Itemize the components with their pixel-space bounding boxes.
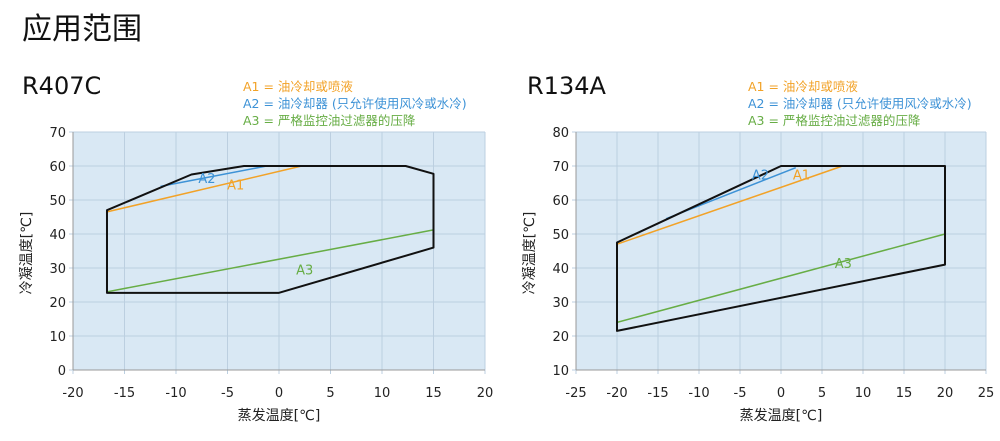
x-tick-label: 10 — [855, 386, 872, 401]
legend-entry-a1: A1 = 油冷却或喷液 — [243, 79, 353, 94]
legend-r134a: A1 = 油冷却或喷液 A2 = 油冷却器 (只允许使用风冷或水冷) A3 = … — [748, 78, 972, 129]
y-tick-label: 10 — [552, 364, 569, 379]
x-tick-label: 20 — [477, 386, 494, 401]
x-tick-label: 25 — [978, 386, 995, 401]
y-tick-label: 50 — [552, 228, 569, 243]
x-tick-label: -15 — [647, 386, 668, 401]
x-tick-label: -5 — [734, 386, 747, 401]
y-tick-label: 20 — [49, 296, 66, 311]
x-tick-label: 0 — [777, 386, 785, 401]
series-label-a3: A3 — [835, 257, 852, 272]
y-tick-label: 30 — [49, 262, 66, 277]
y-tick-label: 70 — [552, 160, 569, 175]
x-tick-label: -15 — [114, 386, 135, 401]
chart-r134a: -25 -20 -15 -10 -5 0 5 10 15 20 25 10 20 30 40 50 60 70 80… — [522, 126, 994, 424]
x-axis-title: 蒸发温度[℃] — [238, 408, 321, 424]
x-tick-label: -20 — [606, 386, 627, 401]
series-label-a1: A1 — [227, 179, 244, 194]
legend-entry-a2: A2 = 油冷却器 (只允许使用风冷或水冷) — [243, 96, 467, 111]
y-tick-label: 50 — [49, 194, 66, 209]
operating-envelope — [105, 165, 435, 294]
x-tick-label: -10 — [688, 386, 709, 401]
legend-entry-a3: A3 = 严格监控油过滤器的压降 — [748, 113, 921, 128]
y-tick-label: 70 — [49, 126, 66, 141]
x-tick-label: 10 — [374, 386, 391, 401]
y-tick-label: 30 — [552, 296, 569, 311]
chart-title-r407c: R407C — [22, 72, 102, 100]
series-line-a1 — [106, 165, 302, 213]
x-axis-title: 蒸发温度[℃] — [740, 408, 823, 424]
page-title: 应用范围 — [22, 12, 142, 47]
series-label-a2: A2 — [198, 172, 215, 187]
y-tick-label: 0 — [58, 364, 66, 379]
y-axis-title: 冷凝温度[℃] — [522, 212, 538, 295]
y-tick-label: 20 — [552, 330, 569, 345]
chart-title-r134a: R134A — [527, 72, 606, 100]
y-tick-label: 60 — [49, 160, 66, 175]
legend-entry-a2: A2 = 油冷却器 (只允许使用风冷或水冷) — [748, 96, 972, 111]
legend-entry-a3: A3 = 严格监控油过滤器的压降 — [243, 113, 416, 128]
x-tick-label: -5 — [221, 386, 234, 401]
x-tick-label: -20 — [62, 386, 83, 401]
y-tick-label: 40 — [49, 228, 66, 243]
legend-entry-a1: A1 = 油冷却或喷液 — [748, 79, 858, 94]
chart-r407c: -20 -15 -10 -5 0 5 10 15 20 0 10 20 30 40 50 60 70 蒸发温度[℃… — [19, 126, 493, 424]
series-line-a1 — [616, 165, 843, 245]
legend-r407c: A1 = 油冷却或喷液 A2 = 油冷却器 (只允许使用风冷或水冷) A3 = … — [243, 78, 467, 129]
series-line-a3 — [616, 233, 946, 324]
y-axis-title: 冷凝温度[℃] — [19, 212, 35, 295]
x-tick-label: 5 — [818, 386, 826, 401]
x-tick-label: 15 — [896, 386, 913, 401]
y-tick-label: 10 — [49, 330, 66, 345]
y-tick-label: 40 — [552, 262, 569, 277]
x-tick-label: -10 — [165, 386, 186, 401]
x-tick-label: -25 — [565, 386, 586, 401]
x-tick-label: 15 — [425, 386, 442, 401]
y-tick-label: 80 — [552, 126, 569, 141]
x-tick-label: 5 — [326, 386, 334, 401]
x-tick-label: 20 — [937, 386, 954, 401]
series-line-a2 — [160, 165, 267, 188]
x-tick-label: 0 — [275, 386, 283, 401]
operating-envelope — [616, 165, 946, 332]
series-label-a1: A1 — [793, 169, 810, 184]
series-label-a3: A3 — [296, 264, 313, 279]
series-line-a3 — [106, 229, 434, 293]
series-label-a2: A2 — [752, 169, 769, 184]
y-tick-label: 60 — [552, 194, 569, 209]
